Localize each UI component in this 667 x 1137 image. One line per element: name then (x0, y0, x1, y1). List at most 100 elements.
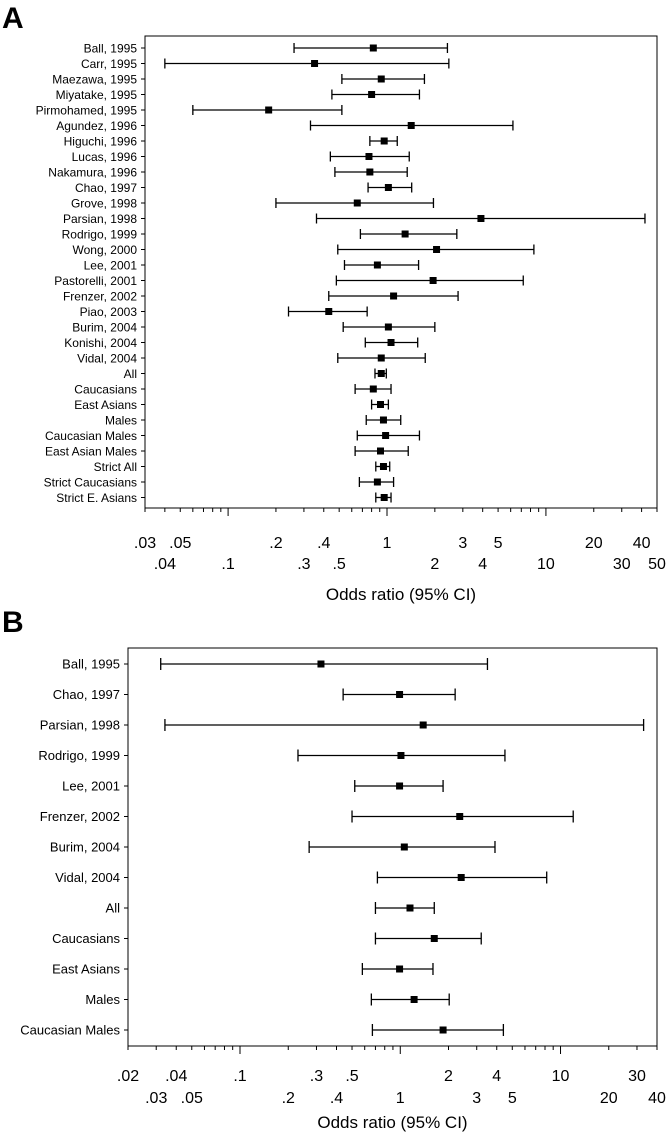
row-label: Strict All (94, 460, 137, 474)
point-estimate (373, 261, 381, 269)
row-label: Piao, 2003 (80, 305, 138, 319)
x-tick-label: 5 (508, 1090, 517, 1107)
row-label: Vidal, 2004 (77, 351, 137, 365)
row-label: Carr, 1995 (81, 57, 137, 71)
point-estimate (457, 874, 465, 881)
point-estimate (384, 323, 392, 331)
x-tick-label: .2 (269, 535, 282, 552)
x-tick-label: .5 (345, 1068, 358, 1085)
x-tick-label: 30 (613, 556, 631, 573)
point-estimate (382, 432, 390, 439)
point-estimate (430, 935, 438, 942)
row-label: Agundez, 1996 (56, 119, 137, 133)
x-tick-label: .4 (317, 535, 330, 552)
x-tick-label: 20 (585, 535, 603, 552)
x-tick-label: 40 (633, 535, 651, 552)
row-label: Parsian, 1998 (63, 212, 137, 226)
point-estimate (377, 75, 385, 83)
x-tick-label: 4 (478, 556, 487, 573)
point-estimate (376, 447, 384, 455)
point-estimate (380, 494, 388, 501)
point-estimate (353, 199, 361, 207)
point-estimate (379, 416, 387, 424)
x-tick-label: 10 (537, 556, 555, 573)
x-tick-label: 50 (648, 556, 666, 573)
panel-a-label: A (2, 2, 24, 35)
row-label: East Asians (52, 962, 120, 977)
row-label: Caucasian Males (20, 1023, 120, 1038)
row-label: Rodrigo, 1999 (38, 748, 120, 763)
row-label: Strict Caucasians (44, 475, 137, 489)
x-tick-label: 20 (600, 1090, 618, 1107)
x-tick-label: .02 (117, 1068, 139, 1085)
x-tick-label: .04 (154, 556, 176, 573)
x-tick-label: .1 (233, 1068, 246, 1085)
x-tick-label: .03 (145, 1090, 167, 1107)
row-label: Maezawa, 1995 (52, 72, 137, 86)
point-estimate (396, 965, 404, 973)
x-tick-label: .05 (181, 1090, 203, 1107)
point-estimate (397, 752, 405, 759)
point-estimate (387, 339, 395, 346)
point-estimate (366, 168, 374, 176)
row-label: Miyatake, 1995 (56, 88, 138, 102)
row-label: Caucasians (52, 931, 120, 946)
x-tick-label: .03 (134, 535, 156, 552)
row-label: Pirmohamed, 1995 (36, 103, 138, 117)
point-estimate (456, 813, 464, 820)
point-estimate (396, 782, 404, 790)
point-estimate (406, 904, 414, 912)
row-label: Strict E. Asians (56, 491, 137, 505)
point-estimate (311, 60, 319, 67)
point-estimate (477, 215, 485, 222)
point-estimate (369, 385, 377, 393)
point-estimate (325, 308, 333, 315)
point-estimate (369, 44, 377, 52)
row-label: Higuchi, 1996 (64, 134, 138, 148)
row-label: Nakamura, 1996 (48, 165, 137, 179)
point-estimate (419, 721, 427, 729)
x-tick-label: 2 (430, 556, 439, 573)
row-label: Lee, 2001 (84, 258, 138, 272)
row-label: Chao, 1997 (75, 181, 137, 195)
point-estimate (380, 137, 388, 145)
x-tick-label: .2 (282, 1090, 295, 1107)
point-estimate (396, 691, 404, 698)
x-tick-label: 1 (383, 535, 392, 552)
x-tick-label: 1 (396, 1090, 405, 1107)
x-tick-label: .4 (330, 1090, 343, 1107)
point-estimate (373, 478, 381, 486)
row-label: Rodrigo, 1999 (62, 227, 138, 241)
row-label: Wong, 2000 (73, 243, 138, 257)
x-tick-label: .05 (169, 535, 191, 552)
row-label: Males (85, 992, 120, 1007)
point-estimate (376, 401, 384, 408)
row-label: Ball, 1995 (62, 657, 120, 672)
row-label: Vidal, 2004 (55, 870, 120, 885)
row-label: Burim, 2004 (50, 840, 120, 855)
row-label: Lucas, 1996 (72, 150, 138, 164)
row-label: Caucasians (74, 382, 137, 396)
point-estimate (384, 184, 392, 191)
point-estimate (365, 153, 373, 160)
row-label: Lee, 2001 (62, 779, 120, 794)
x-tick-label: .5 (332, 556, 345, 573)
x-tick-label: 4 (492, 1068, 501, 1085)
row-label: Frenzer, 2002 (40, 809, 120, 824)
row-label: Chao, 1997 (53, 687, 120, 702)
x-tick-label: .04 (165, 1068, 187, 1085)
row-label: Pastorelli, 2001 (54, 274, 137, 288)
panel-b-label: B (2, 606, 24, 639)
point-estimate (377, 370, 385, 377)
row-label: Frenzer, 2002 (63, 289, 137, 303)
x-tick-label: .1 (221, 556, 234, 573)
x-tick-label: .3 (297, 556, 310, 573)
x-tick-label: .3 (310, 1068, 323, 1085)
point-estimate (439, 1026, 447, 1034)
row-label: Parsian, 1998 (40, 718, 120, 733)
x-tick-label: 10 (552, 1068, 570, 1085)
x-axis-title: Odds ratio (95% CI) (317, 1113, 467, 1132)
row-label: Konishi, 2004 (64, 336, 137, 350)
